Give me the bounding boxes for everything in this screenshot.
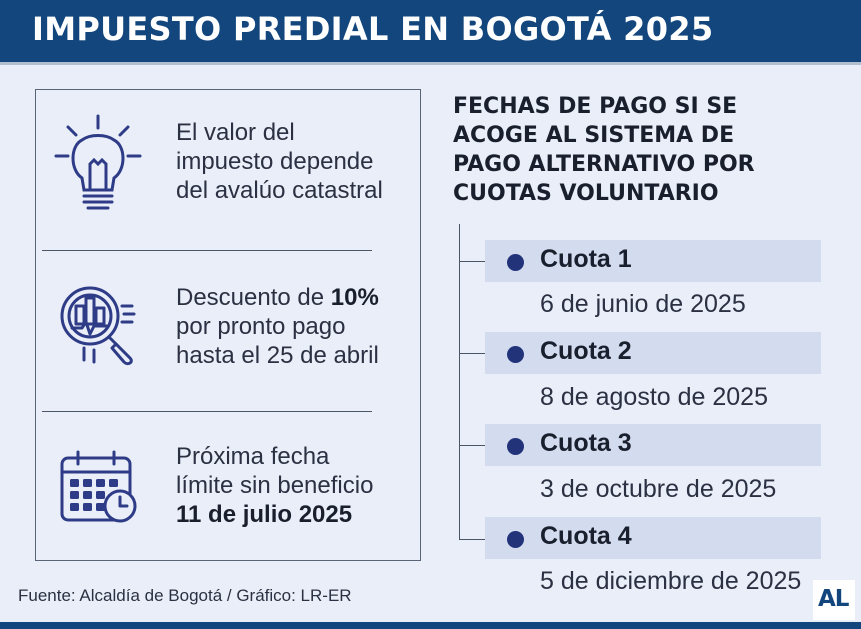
cuota-date: 3 de octubre de 2025 xyxy=(540,475,777,503)
info-2-line-2: por pronto pago xyxy=(176,313,346,340)
info-3-line-3: 11 de julio 2025 xyxy=(176,500,373,529)
fechas-title: FECHAS DE PAGO SI SE ACOGE AL SISTEMA DE… xyxy=(453,92,755,208)
info-item-1: El valor del impuesto depende del avalúo… xyxy=(176,118,383,205)
cuota-date: 5 de diciembre de 2025 xyxy=(540,567,802,595)
cuota-date: 8 de agosto de 2025 xyxy=(540,383,768,411)
timeline-branch xyxy=(459,353,485,354)
brand-logo: AL xyxy=(813,580,855,620)
info-3-line-2: límite sin beneficio xyxy=(176,472,374,499)
info-2-line-3: hasta el 25 de abril xyxy=(176,342,379,369)
footer-bar xyxy=(0,622,861,629)
info-1-line-2: impuesto depende xyxy=(176,148,374,175)
info-2-line-1: Descuento de 10% xyxy=(176,283,379,312)
info-2-line-1-text: Descuento de xyxy=(176,284,331,311)
cuota-date: 6 de junio de 2025 xyxy=(540,290,746,318)
bullet-dot-icon xyxy=(507,346,524,363)
bullet-dot-icon xyxy=(507,254,524,271)
info-1-line-3: del avalúo catastral xyxy=(176,177,383,204)
info-divider xyxy=(42,411,372,412)
cuota-label: Cuota 1 xyxy=(540,245,632,273)
fechas-title-line-4: CUOTAS VOLUNTARIO xyxy=(453,181,719,206)
cuota-bar-1: Cuota 1 xyxy=(485,240,821,282)
timeline-line xyxy=(459,224,460,540)
timeline-branch xyxy=(459,445,485,446)
cuota-bar-4: Cuota 4 xyxy=(485,517,821,559)
cuota-bar-3: Cuota 3 xyxy=(485,424,821,466)
magnifier-chart-icon xyxy=(60,286,136,366)
info-1-line-1: El valor del xyxy=(176,119,295,146)
header-divider xyxy=(0,62,861,65)
logo-text: AL xyxy=(818,586,849,612)
info-3-line-1: Próxima fecha xyxy=(176,443,330,470)
bullet-dot-icon xyxy=(507,531,524,548)
deadline-date: 11 de julio 2025 xyxy=(176,501,353,528)
discount-value: 10% xyxy=(330,284,379,311)
info-divider xyxy=(42,250,372,251)
fechas-title-line-1: FECHAS DE PAGO SI SE xyxy=(453,94,738,119)
cuota-label: Cuota 2 xyxy=(540,337,632,365)
fechas-title-line-3: PAGO ALTERNATIVO POR xyxy=(453,152,755,177)
fechas-title-line-2: ACOGE AL SISTEMA DE xyxy=(453,123,735,148)
lightbulb-icon xyxy=(54,114,142,210)
page-title: IMPUESTO PREDIAL EN BOGOTÁ 2025 xyxy=(32,10,714,48)
source-note: Fuente: Alcaldía de Bogotá / Gráfico: LR… xyxy=(18,586,352,605)
bullet-dot-icon xyxy=(507,438,524,455)
info-item-2: Descuento de 10% por pronto pago hasta e… xyxy=(176,283,379,370)
timeline-branch xyxy=(459,539,485,540)
info-item-3: Próxima fecha límite sin beneficio 11 de… xyxy=(176,442,373,529)
timeline-branch xyxy=(459,261,485,262)
cuota-label: Cuota 4 xyxy=(540,522,632,550)
info-box xyxy=(35,89,421,561)
cuota-label: Cuota 3 xyxy=(540,429,632,457)
cuota-bar-2: Cuota 2 xyxy=(485,332,821,374)
calendar-clock-icon xyxy=(60,450,137,523)
header-banner: IMPUESTO PREDIAL EN BOGOTÁ 2025 xyxy=(0,0,861,62)
